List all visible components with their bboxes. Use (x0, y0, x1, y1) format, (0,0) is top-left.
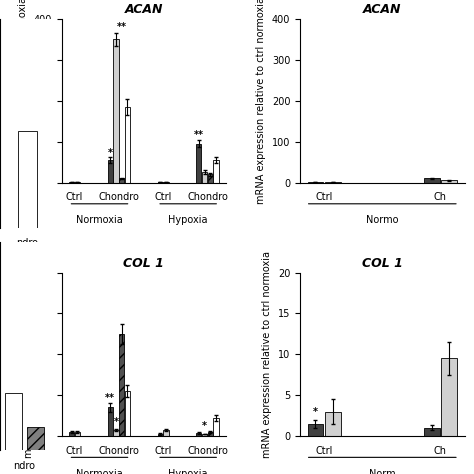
Text: Norm: Norm (369, 469, 396, 474)
Text: Ctrl: Ctrl (66, 446, 83, 456)
Text: Hypoxia: Hypoxia (168, 215, 208, 225)
Text: Ctrl: Ctrl (315, 192, 333, 202)
Bar (325, 411, 341, 436)
Text: Normoxia: Normoxia (76, 215, 123, 225)
Text: Chondro: Chondro (187, 446, 228, 456)
Bar (202, 434, 207, 436)
Text: Ctrl: Ctrl (155, 446, 172, 456)
Title: ACAN: ACAN (363, 3, 401, 17)
Bar (113, 39, 118, 182)
Text: Ch: Ch (434, 192, 447, 202)
Title: ACAN: ACAN (125, 3, 163, 17)
Text: Ctrl: Ctrl (155, 192, 172, 202)
Text: Ch: Ch (434, 446, 447, 456)
Y-axis label: mRNA expression relative to ctrl normoxia: mRNA expression relative to ctrl normoxi… (24, 251, 34, 458)
Bar (213, 160, 219, 182)
Bar (424, 428, 439, 436)
Y-axis label: mRNA expression relative to ctrl normoxia: mRNA expression relative to ctrl normoxi… (263, 251, 273, 458)
Bar (208, 432, 213, 436)
Bar (196, 433, 201, 436)
Bar (69, 432, 74, 436)
Bar (119, 334, 124, 436)
Bar (441, 358, 457, 436)
Bar (308, 424, 323, 436)
Bar (108, 408, 113, 436)
Bar (213, 418, 219, 436)
Y-axis label: mRNA expression relative to ctrl normoxia: mRNA expression relative to ctrl normoxi… (18, 0, 28, 204)
Text: *: * (108, 148, 113, 158)
Text: Chondro: Chondro (99, 192, 139, 202)
Text: Normo: Normo (366, 215, 399, 225)
Title: COL 1: COL 1 (362, 257, 403, 270)
Text: **: ** (105, 393, 115, 403)
Text: Chondro: Chondro (187, 192, 228, 202)
Text: **: ** (117, 22, 127, 32)
Bar (75, 432, 80, 436)
Text: Hypoxia: Hypoxia (168, 469, 208, 474)
Text: Ctrl: Ctrl (315, 446, 333, 456)
Text: *: * (313, 407, 318, 417)
Text: *: * (202, 421, 207, 431)
Bar (27, 427, 44, 450)
Text: ndro: ndro (14, 461, 36, 471)
Bar (119, 178, 124, 182)
Bar (5, 393, 22, 450)
Text: Normoxia: Normoxia (76, 469, 123, 474)
Bar (108, 160, 113, 182)
Text: Chondro: Chondro (99, 446, 139, 456)
Bar (125, 107, 130, 182)
Y-axis label: mRNA expression relative to ctrl normoxia: mRNA expression relative to ctrl normoxi… (256, 0, 266, 204)
Bar (424, 178, 439, 182)
Title: COL 1: COL 1 (123, 257, 164, 270)
Bar (125, 391, 130, 436)
Text: **: ** (194, 129, 204, 140)
Text: *: * (113, 417, 118, 427)
Text: Ctrl: Ctrl (66, 192, 83, 202)
Bar (18, 131, 37, 228)
Bar (196, 144, 201, 182)
Bar (164, 430, 169, 436)
Bar (441, 181, 457, 182)
Bar (113, 430, 118, 436)
Bar (202, 173, 207, 182)
Bar (158, 434, 163, 436)
Bar (208, 174, 213, 182)
Text: ndro: ndro (16, 238, 38, 248)
